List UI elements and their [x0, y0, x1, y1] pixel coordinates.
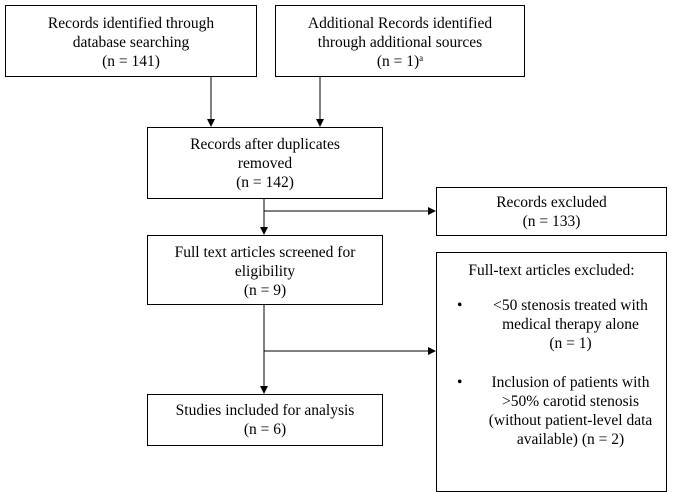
box-records-excluded: Records excluded (n = 133)	[436, 187, 667, 236]
reason-line: (n = 1)	[549, 335, 592, 352]
box-studies-included: Studies included for analysis (n = 6)	[147, 394, 383, 446]
box-line: database searching	[72, 34, 190, 51]
excluded-heading: Full-text articles excluded:	[468, 262, 635, 279]
reason-line: available) (n = 2)	[516, 431, 625, 448]
footnote-marker: a	[419, 53, 424, 63]
box-line: (n = 141)	[102, 53, 160, 70]
box-records-identified-database: Records identified through database sear…	[5, 5, 257, 77]
box-line: through additional sources	[317, 34, 483, 51]
box-line: Records identified through	[47, 15, 215, 32]
prisma-flow-diagram: Records identified through database sear…	[5, 5, 667, 492]
reason-line: <50 stenosis treated with	[493, 297, 648, 314]
exclusion-reason: • Inclusion of patients with >50% caroti…	[437, 373, 666, 449]
connector-arrows	[207, 76, 436, 394]
box-full-text-screened: Full text articles screened for eligibil…	[147, 235, 383, 305]
box-line: Full text articles screened for	[174, 244, 356, 261]
box-line: (n = 6)	[243, 421, 287, 438]
reason-line: >50% carotid stenosis	[501, 393, 640, 410]
count-text: (n = 1)	[376, 53, 420, 70]
bullet-marker: •	[457, 297, 463, 314]
box-line: eligibility	[234, 263, 296, 280]
box-additional-records: Additional Records identified through ad…	[275, 5, 525, 77]
box-line: (n = 1)a	[276, 52, 524, 71]
box-line: (n = 142)	[236, 174, 294, 191]
bullet-marker: •	[457, 374, 463, 391]
reason-line: Inclusion of patients with	[491, 374, 650, 391]
box-line: Records excluded	[496, 194, 607, 211]
box-line: Additional Records identified	[307, 15, 493, 32]
box-line: (n = 133)	[522, 213, 581, 230]
box-line: (n = 9)	[243, 282, 287, 299]
reason-line: medical therapy alone	[502, 316, 639, 333]
box-line: Studies included for analysis	[175, 402, 355, 419]
exclusion-reason: • <50 stenosis treated with medical ther…	[437, 296, 666, 353]
box-line: Records after duplicates	[190, 136, 340, 153]
box-full-text-excluded: Full-text articles excluded: • <50 steno…	[436, 252, 667, 492]
box-line: removed	[237, 155, 293, 172]
box-records-after-duplicates: Records after duplicates removed (n = 14…	[147, 127, 383, 199]
reason-line: (without patient-level data	[488, 412, 653, 429]
